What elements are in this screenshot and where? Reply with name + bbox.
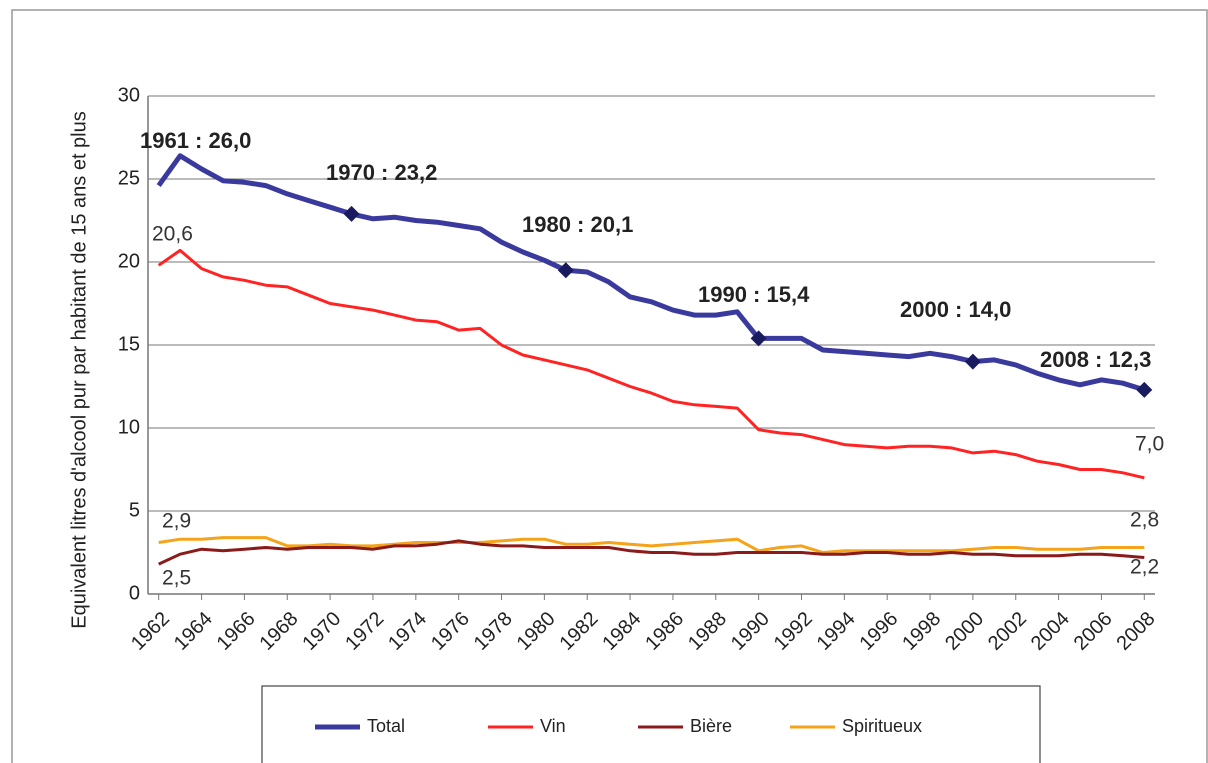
x-tick-label: 1988 — [684, 608, 731, 655]
x-tick-label: 1964 — [170, 608, 217, 655]
annotation: 1970 : 23,2 — [326, 160, 437, 185]
x-tick-label: 1968 — [256, 608, 303, 655]
x-tick-label: 1962 — [127, 608, 174, 655]
legend-label: Bière — [690, 716, 732, 736]
series-line — [157, 248, 1145, 480]
point-marker — [964, 353, 981, 370]
y-axis-label: Equivalent litres d'alcool pur par habit… — [68, 111, 90, 628]
x-tick-label: 1990 — [727, 608, 774, 655]
y-tick-label: 20 — [118, 250, 140, 272]
x-tick-label: 1978 — [470, 608, 517, 655]
annotation: 1990 : 15,4 — [698, 282, 810, 307]
x-tick-label: 1984 — [598, 608, 645, 655]
chart-frame — [11, 9, 1208, 763]
x-tick-label: 1974 — [384, 608, 431, 655]
point-marker — [343, 205, 360, 222]
x-tick-label: 1998 — [898, 608, 945, 655]
annotation: 7,0 — [1135, 433, 1164, 456]
y-tick-label: 5 — [129, 499, 140, 521]
x-tick-label: 2000 — [941, 608, 988, 655]
legend-label: Spiritueux — [842, 716, 922, 736]
annotation: 2,9 — [162, 510, 191, 533]
y-tick-label: 10 — [118, 416, 140, 438]
x-tick-label: 1996 — [855, 608, 902, 655]
series-line — [158, 536, 1145, 554]
point-marker — [750, 330, 767, 347]
x-tick-label: 2006 — [1070, 608, 1117, 655]
annotation: 1961 : 26,0 — [140, 128, 251, 153]
annotation: 2008 : 12,3 — [1040, 347, 1151, 372]
x-tick-label: 2002 — [984, 608, 1031, 655]
annotation: 2,5 — [162, 567, 191, 590]
x-tick-label: 1970 — [298, 608, 345, 655]
legend-label: Vin — [540, 716, 566, 736]
series-line — [158, 539, 1145, 566]
x-tick-label: 1966 — [213, 608, 260, 655]
x-tick-label: 1994 — [813, 608, 860, 655]
point-marker — [557, 262, 574, 279]
x-tick-label: 1986 — [641, 608, 688, 655]
x-tick-label: 1980 — [513, 608, 560, 655]
annotation: 2,8 — [1130, 509, 1159, 532]
annotation: 1980 : 20,1 — [522, 212, 633, 237]
annotation: 2,2 — [1130, 556, 1159, 579]
y-tick-label: 25 — [118, 167, 140, 189]
y-tick-label: 30 — [118, 84, 140, 106]
y-tick-label: 15 — [118, 333, 140, 355]
x-tick-label: 1972 — [341, 608, 388, 655]
x-tick-label: 2008 — [1113, 608, 1160, 655]
x-tick-label: 2004 — [1027, 608, 1074, 655]
legend-box — [261, 685, 1041, 763]
x-tick-label: 1992 — [770, 608, 817, 655]
y-tick-label: 0 — [129, 582, 140, 604]
x-tick-label: 1982 — [555, 608, 602, 655]
series-line — [156, 153, 1146, 393]
annotation: 20,6 — [152, 223, 193, 246]
x-tick-label: 1976 — [427, 608, 474, 655]
annotation: 2000 : 14,0 — [900, 297, 1011, 322]
point-marker — [1136, 381, 1153, 398]
legend-label: Total — [367, 716, 405, 736]
